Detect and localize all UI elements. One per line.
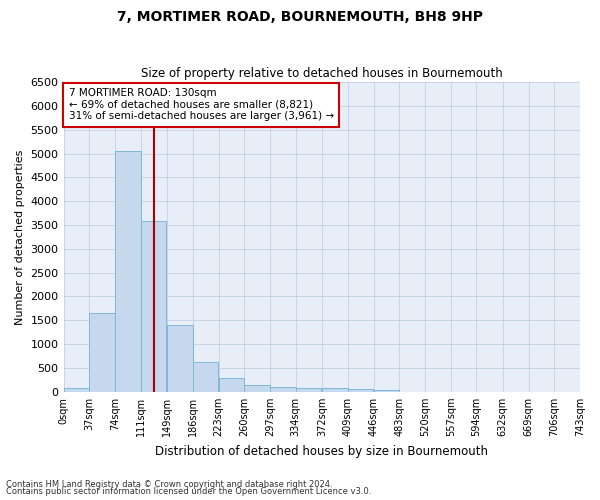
Bar [64,388,89,392]
Bar [219,378,244,392]
Title: Size of property relative to detached houses in Bournemouth: Size of property relative to detached ho… [141,66,503,80]
Bar [115,150,140,392]
Bar [193,362,218,392]
Bar [296,388,321,392]
X-axis label: Distribution of detached houses by size in Bournemouth: Distribution of detached houses by size … [155,444,488,458]
Bar [141,220,166,392]
Text: 7 MORTIMER ROAD: 130sqm
← 69% of detached houses are smaller (8,821)
31% of semi: 7 MORTIMER ROAD: 130sqm ← 69% of detache… [69,88,334,122]
Bar [322,388,347,392]
Text: 7, MORTIMER ROAD, BOURNEMOUTH, BH8 9HP: 7, MORTIMER ROAD, BOURNEMOUTH, BH8 9HP [117,10,483,24]
Text: Contains HM Land Registry data © Crown copyright and database right 2024.: Contains HM Land Registry data © Crown c… [6,480,332,489]
Bar [244,385,270,392]
Y-axis label: Number of detached properties: Number of detached properties [15,149,25,324]
Text: Contains public sector information licensed under the Open Government Licence v3: Contains public sector information licen… [6,487,371,496]
Bar [270,386,296,392]
Bar [89,313,115,392]
Bar [374,390,399,392]
Bar [167,324,193,392]
Bar [348,389,373,392]
